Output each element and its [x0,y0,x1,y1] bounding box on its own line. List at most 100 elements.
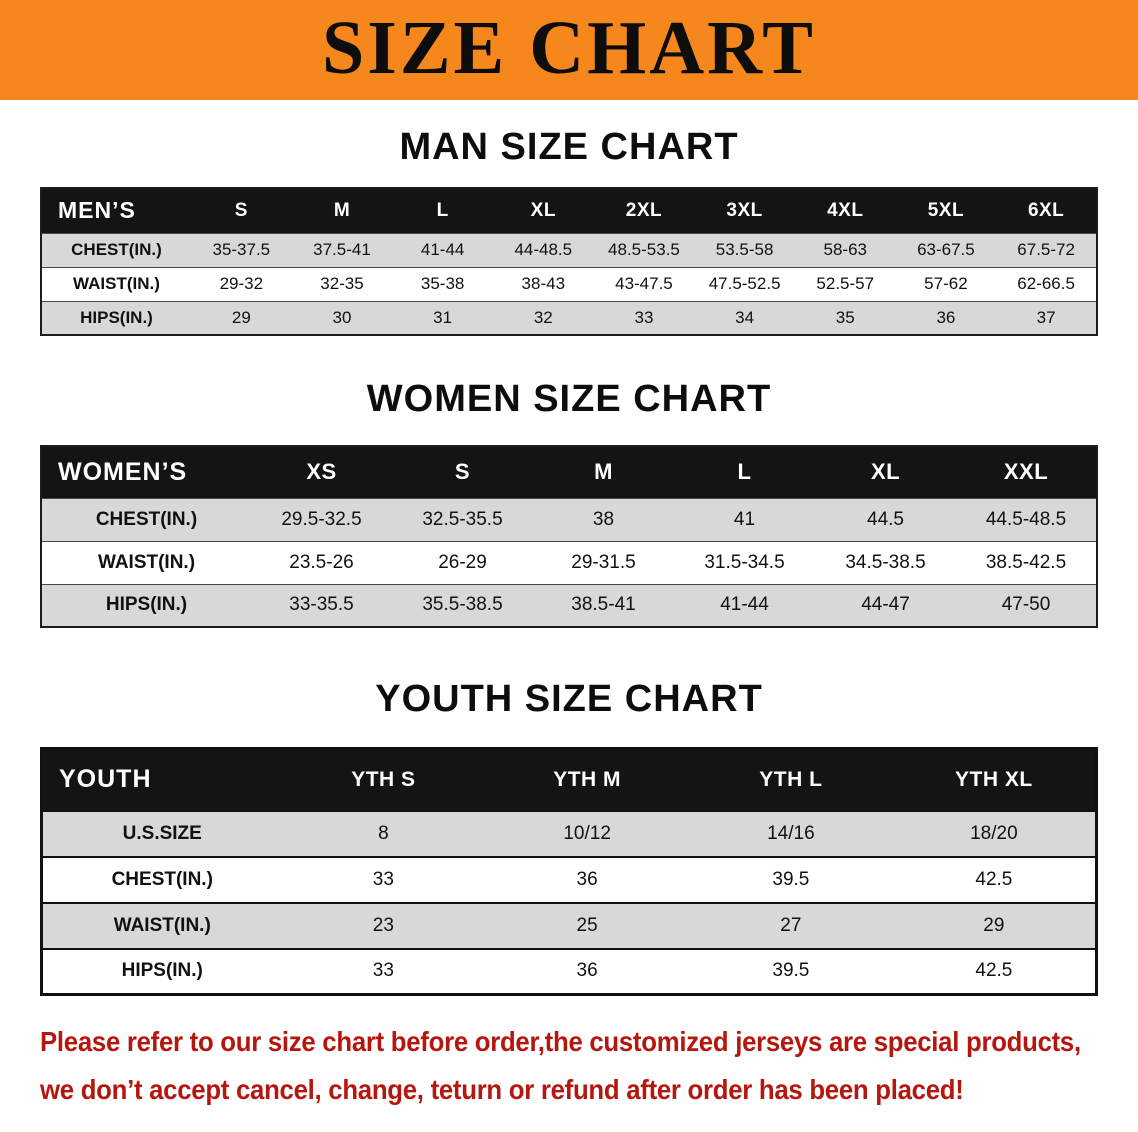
size-value: 47.5-52.5 [708,274,781,293]
size-value: 47-50 [1001,594,1051,616]
size-value: 39.5 [772,868,810,890]
size-value: 37 [1036,307,1056,327]
size-value: 34.5-38.5 [845,551,926,573]
women-size-header: XS [306,459,337,485]
size-value: 44-48.5 [514,240,573,259]
size-value: 67.5-72 [1017,240,1075,259]
size-value: 23 [372,914,394,936]
size-value: 35.5-38.5 [422,594,503,616]
women-hips-row: HIPS(IN.) 33-35.5 35.5-38.5 38.5-41 41-4… [41,584,1097,627]
size-value: 57-62 [924,274,968,293]
women-size-table: WOMEN’S XS S M L XL XXL CHEST(IN.) 29.5-… [40,445,1098,628]
size-value: 27 [780,914,802,936]
youth-size-header: YTH S [351,767,416,791]
youth-size-header: YTH M [553,767,622,791]
size-value: 29 [231,307,251,327]
size-value: 32-35 [320,274,364,293]
size-value: 36 [576,868,598,890]
size-value: 34 [735,307,755,327]
men-size-header: S [234,199,248,221]
size-value: 26-29 [438,551,487,573]
size-value: 48.5-53.5 [608,240,680,259]
men-size-header: L [436,199,449,221]
men-size-header: 4XL [827,199,864,221]
row-label: WAIST(IN.) [97,551,196,573]
row-label: HIPS(IN.) [121,960,203,982]
size-value: 52.5-57 [816,274,875,293]
men-chest-row: CHEST(IN.) 35-37.5 37.5-41 41-44 44-48.5… [41,233,1097,267]
row-label: CHEST(IN.) [71,240,162,259]
size-value: 58-63 [823,240,867,259]
size-value: 29.5-32.5 [281,508,362,530]
row-label: WAIST(IN.) [73,274,160,293]
row-label: CHEST(IN.) [95,508,198,530]
size-value: 42.5 [975,868,1013,890]
youth-size-header: YTH L [759,767,823,791]
size-value: 31.5-34.5 [704,551,785,573]
women-corner-label: WOMEN’S [58,457,188,486]
size-value: 29-31.5 [571,551,636,573]
size-value: 33 [634,307,654,327]
women-heading: WOMEN SIZE CHART [366,378,772,420]
men-hips-row: HIPS(IN.) 29 30 31 32 33 34 35 36 37 [41,301,1097,335]
size-value: 35-37.5 [212,240,271,259]
men-size-table: MEN’S S M L XL 2XL 3XL 4XL 5XL 6XL CHEST… [40,187,1098,336]
size-value: 38.5-42.5 [985,551,1067,573]
size-value: 38.5-41 [571,594,636,616]
youth-section: YOUTH SIZE CHART YOUTH YTH S YTH M YTH L… [0,678,1138,996]
size-value: 44-47 [861,594,910,616]
youth-ussize-row: U.S.SIZE 8 10/12 14/16 18/20 [41,810,1097,857]
size-value: 8 [378,822,389,844]
men-size-header: M [333,199,351,221]
size-value: 39.5 [772,960,810,982]
size-value: 41 [733,508,756,530]
youth-chest-row: CHEST(IN.) 33 36 39.5 42.5 [41,856,1097,903]
size-value: 44.5 [867,508,904,530]
size-value: 33 [372,960,394,982]
size-value: 29-32 [219,274,264,293]
size-value: 32.5-35.5 [422,508,503,530]
men-header-row: MEN’S S M L XL 2XL 3XL 4XL 5XL 6XL [41,188,1097,233]
size-value: 42.5 [975,960,1013,982]
size-value: 10/12 [563,822,611,844]
women-header-row: WOMEN’S XS S M L XL XXL [41,446,1097,498]
women-size-header: S [454,459,471,485]
size-value: 38 [592,508,615,530]
footer-line-2: we don’t accept cancel, change, teturn o… [40,1074,964,1105]
size-value: 35-38 [420,274,465,293]
size-value: 53.5-58 [715,240,774,259]
youth-size-header: YTH XL [955,767,1033,791]
size-value: 33 [372,868,394,890]
men-size-header: 3XL [726,199,763,221]
footer-note: Please refer to our size chart before or… [40,1026,1138,1106]
men-size-header: XL [530,199,556,221]
size-value: 37.5-41 [313,240,371,259]
size-value: 33-35.5 [289,594,354,616]
footer-line-1: Please refer to our size chart before or… [40,1026,1081,1057]
title-banner: SIZE CHART [0,0,1138,100]
size-value: 41-44 [420,240,465,259]
women-section: WOMEN SIZE CHART WOMEN’S XS S M L XL XXL… [0,378,1138,628]
men-section: MAN SIZE CHART MEN’S S M L XL 2XL 3XL 4X… [0,126,1138,336]
men-waist-row: WAIST(IN.) 29-32 32-35 35-38 38-43 43-47… [41,267,1097,301]
size-value: 23.5-26 [289,551,354,573]
youth-corner-label: YOUTH [59,765,152,794]
row-label: CHEST(IN.) [111,868,213,890]
women-size-header: XL [870,459,901,485]
row-label: HIPS(IN.) [80,307,153,327]
size-value: 14/16 [767,822,815,844]
size-value: 36 [936,307,956,327]
men-heading: MAN SIZE CHART [399,126,739,168]
size-value: 18/20 [970,822,1018,844]
men-size-header: 6XL [1027,199,1065,221]
size-value: 31 [433,307,453,327]
men-corner-label: MEN’S [58,197,136,224]
size-value: 36 [576,960,598,982]
size-value: 35 [835,307,855,327]
row-label: HIPS(IN.) [105,594,188,616]
youth-waist-row: WAIST(IN.) 23 25 27 29 [41,902,1097,949]
youth-heading: YOUTH SIZE CHART [375,678,763,720]
size-value: 30 [332,307,352,327]
size-value: 62-66.5 [1017,274,1075,293]
